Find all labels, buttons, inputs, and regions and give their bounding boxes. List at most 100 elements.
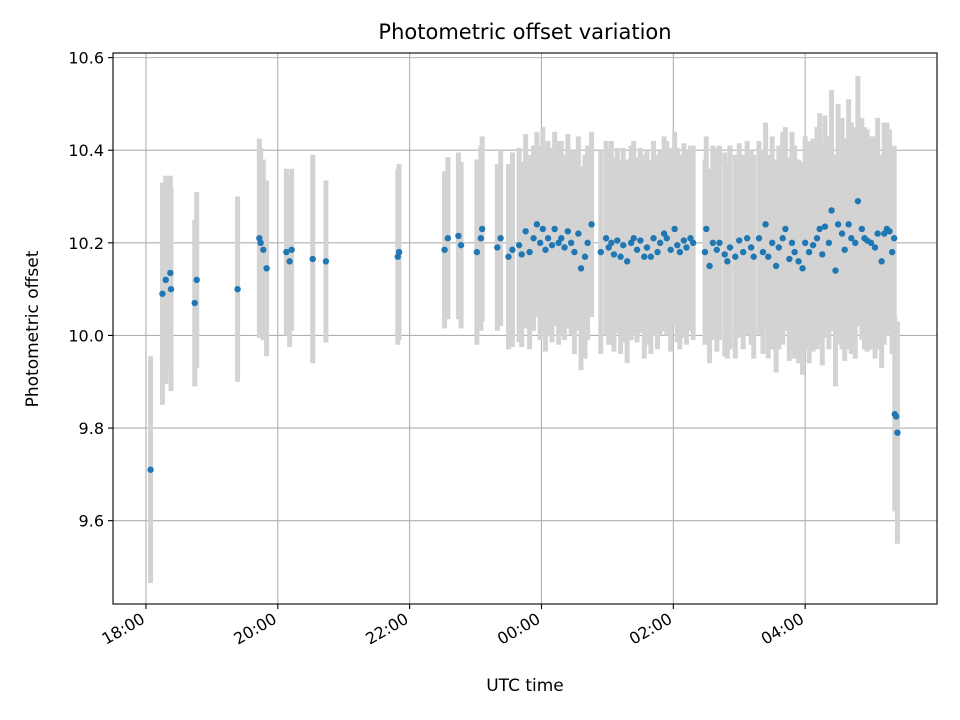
data-point — [581, 253, 589, 260]
data-point — [750, 253, 757, 260]
data-point — [288, 246, 295, 253]
data-point — [477, 235, 485, 242]
data-point — [571, 248, 578, 256]
data-point — [257, 239, 264, 247]
data-point — [455, 232, 462, 240]
data-point — [687, 235, 694, 242]
data-point — [680, 237, 688, 244]
data-point — [848, 235, 855, 242]
data-point — [533, 221, 541, 228]
point-layer — [147, 197, 901, 473]
data-point — [441, 246, 448, 253]
data-point — [551, 225, 558, 233]
data-point — [478, 225, 486, 233]
data-point — [637, 237, 644, 244]
data-point — [825, 239, 833, 247]
data-point — [809, 241, 817, 249]
data-point — [788, 239, 796, 247]
data-point — [841, 246, 848, 253]
data-point — [536, 239, 544, 247]
data-point — [706, 262, 713, 270]
data-point — [772, 262, 780, 270]
data-point — [564, 228, 572, 235]
data-point — [834, 221, 842, 228]
data-point — [721, 251, 728, 258]
data-point — [881, 230, 888, 237]
data-point — [643, 244, 651, 251]
data-point — [703, 225, 710, 233]
chart-title: Photometric offset variation — [378, 20, 671, 44]
data-point — [828, 207, 835, 214]
data-point — [561, 244, 568, 251]
data-point — [473, 248, 481, 256]
data-point — [854, 197, 862, 205]
data-point — [167, 285, 175, 293]
data-point — [805, 248, 813, 256]
data-point — [522, 228, 529, 235]
data-point — [518, 251, 525, 258]
data-point — [858, 225, 866, 233]
data-point — [795, 258, 802, 265]
y-tick-label: 10.6 — [68, 49, 104, 68]
data-point — [608, 239, 615, 247]
data-point — [689, 239, 697, 247]
data-point — [838, 230, 846, 237]
data-point — [765, 253, 772, 260]
data-point — [713, 246, 721, 253]
data-point — [584, 239, 591, 247]
data-point — [755, 235, 763, 242]
data-point — [739, 248, 747, 256]
data-point — [747, 244, 755, 251]
data-point — [542, 246, 549, 253]
data-point — [234, 285, 241, 293]
data-point — [309, 255, 316, 263]
data-point — [832, 267, 839, 274]
data-point — [558, 235, 565, 242]
y-axis-label: Photometric offset — [23, 250, 43, 407]
data-point — [894, 429, 901, 436]
data-point — [867, 239, 875, 247]
data-point — [548, 241, 556, 249]
data-point — [782, 225, 789, 233]
data-point — [567, 239, 575, 247]
data-point — [674, 241, 681, 249]
data-point — [736, 237, 743, 244]
data-point — [886, 228, 893, 235]
data-point — [597, 248, 605, 256]
y-tick-label: 10.0 — [68, 326, 104, 345]
data-point — [779, 235, 786, 242]
data-point — [888, 248, 896, 256]
data-point — [588, 221, 595, 228]
data-point — [620, 241, 627, 249]
data-point — [813, 235, 821, 242]
x-axis-label: UTC time — [486, 676, 564, 696]
y-tick-label: 9.8 — [79, 419, 104, 438]
data-point — [509, 246, 516, 253]
data-point — [871, 244, 879, 251]
data-point — [162, 276, 169, 284]
data-point — [663, 235, 670, 242]
data-point — [845, 221, 852, 228]
data-point — [602, 235, 610, 242]
data-point — [724, 258, 731, 265]
data-point — [852, 239, 859, 247]
data-point — [526, 248, 533, 256]
data-point — [494, 244, 501, 251]
data-point — [786, 255, 793, 263]
data-point — [322, 258, 330, 265]
data-point — [627, 239, 635, 247]
data-point — [676, 248, 684, 256]
data-point — [497, 235, 504, 242]
data-point — [732, 253, 739, 260]
data-point — [769, 239, 776, 247]
data-point — [263, 265, 270, 272]
data-point — [647, 253, 655, 260]
plot-frame — [112, 52, 938, 605]
data-point — [801, 239, 809, 247]
data-point — [444, 235, 452, 242]
data-point — [395, 248, 403, 256]
data-point — [743, 235, 751, 242]
data-point — [505, 253, 512, 260]
data-point — [610, 251, 618, 258]
